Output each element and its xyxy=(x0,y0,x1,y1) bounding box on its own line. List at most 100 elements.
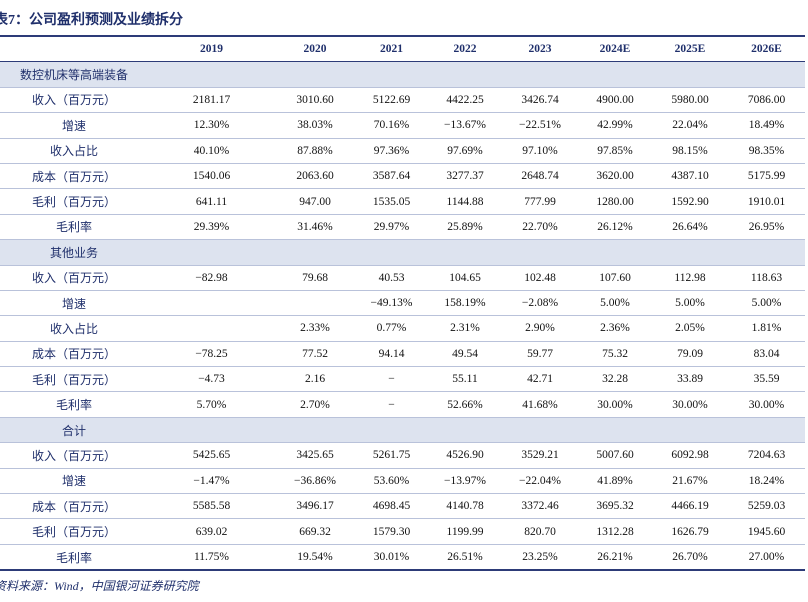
section-cell xyxy=(148,61,275,88)
data-row: 毛利（百万元） 639.02 669.32 1579.30 1199.99 820.70 1… xyxy=(0,518,805,545)
value-cell: −36.86% xyxy=(275,468,355,495)
value-cell: 30.00% xyxy=(728,391,805,418)
value-cell: 26.51% xyxy=(428,544,502,571)
section-cell xyxy=(728,61,805,88)
value-cell: 2.90% xyxy=(502,315,578,342)
section-cell xyxy=(728,239,805,266)
value-cell: 33.89 xyxy=(652,366,728,393)
section-cell xyxy=(275,61,355,88)
value-cell: 97.69% xyxy=(428,138,502,164)
value-cell: 53.60% xyxy=(355,468,428,495)
data-row: 收入占比 2.33% 0.77% 2.31% 2.90% 2.36% 2.05% 1.81% xyxy=(0,315,805,342)
value-cell: 30.01% xyxy=(355,544,428,571)
value-cell: 55.11 xyxy=(428,366,502,393)
row-label: 收入（百万元） xyxy=(0,87,148,114)
value-cell: 42.99% xyxy=(578,112,652,139)
value-cell: 4422.25 xyxy=(428,87,502,114)
row-label: 增速 xyxy=(0,112,148,139)
row-label: 毛利（百万元） xyxy=(0,518,148,545)
value-cell: 4900.00 xyxy=(578,87,652,114)
value-cell: 40.53 xyxy=(355,265,428,291)
data-row: 增速 −1.47% −36.86% 53.60% −13.97% −22.04% 41.89… xyxy=(0,468,805,495)
value-cell: 1945.60 xyxy=(728,518,805,545)
value-cell: 25.89% xyxy=(428,214,502,241)
value-cell: 98.35% xyxy=(728,138,805,164)
value-cell: 1626.79 xyxy=(652,518,728,545)
value-cell: 19.54% xyxy=(275,544,355,571)
value-cell: 5259.03 xyxy=(728,493,805,520)
data-row: 毛利率 11.75% 19.54% 30.01% 26.51% 23.25% 26.21% 2… xyxy=(0,544,805,571)
value-cell: 2181.17 xyxy=(148,87,275,114)
header-row: 2019 2020 2021 2022 2023 2024E 2025E 2026E xyxy=(0,36,805,63)
table-head: 2019 2020 2021 2022 2023 2024E 2025E 2026E xyxy=(0,36,805,63)
column-header: 2022 xyxy=(428,36,502,63)
value-cell: 2648.74 xyxy=(502,163,578,190)
data-row: 毛利率 5.70% 2.70% −52.66% 41.68% 30.00% 30.00% 30… xyxy=(0,391,805,418)
data-row: 增速 12.30% 38.03% 70.16% −13.67% −22.51% 42.99%… xyxy=(0,112,805,139)
value-cell: 4466.19 xyxy=(652,493,728,520)
forecast-table: 2019 2020 2021 2022 2023 2024E 2025E 2026E 数控机床… xyxy=(0,35,805,572)
value-cell: 102.48 xyxy=(502,265,578,291)
value-cell: 97.36% xyxy=(355,138,428,164)
value-cell: 38.03% xyxy=(275,112,355,139)
value-cell: 5122.69 xyxy=(355,87,428,114)
section-cell xyxy=(355,61,428,88)
section-cell xyxy=(355,239,428,266)
value-cell: 5007.60 xyxy=(578,442,652,469)
value-cell: − xyxy=(355,391,428,418)
value-cell: 26.12% xyxy=(578,214,652,241)
value-cell: − xyxy=(355,366,428,393)
value-cell: 12.30% xyxy=(148,112,275,139)
value-cell: 26.95% xyxy=(728,214,805,241)
value-cell: 2.31% xyxy=(428,315,502,342)
row-label: 增速 xyxy=(0,290,148,317)
row-label: 成本（百万元） xyxy=(0,493,148,520)
value-cell: 3529.21 xyxy=(502,442,578,469)
value-cell: 32.28 xyxy=(578,366,652,393)
value-cell: 112.98 xyxy=(652,265,728,291)
value-cell: 26.70% xyxy=(652,544,728,571)
value-cell: 6092.98 xyxy=(652,442,728,469)
value-cell: 23.25% xyxy=(502,544,578,571)
value-cell: 27.00% xyxy=(728,544,805,571)
row-label: 成本（百万元） xyxy=(0,163,148,190)
value-cell: 5.70% xyxy=(148,391,275,418)
value-cell: 118.63 xyxy=(728,265,805,291)
section-row: 数控机床等高端装备 xyxy=(0,61,805,88)
row-label: 收入占比 xyxy=(0,138,148,164)
value-cell: 87.88% xyxy=(275,138,355,164)
value-cell: 79.68 xyxy=(275,265,355,291)
value-cell: 59.77 xyxy=(502,341,578,368)
row-label: 毛利（百万元） xyxy=(0,366,148,393)
section-cell xyxy=(502,61,578,88)
section-label: 合计 xyxy=(0,417,148,444)
value-cell: 3372.46 xyxy=(502,493,578,520)
value-cell: 2.05% xyxy=(652,315,728,342)
value-cell: 3620.00 xyxy=(578,163,652,190)
value-cell: −82.98 xyxy=(148,265,275,291)
value-cell: 2.36% xyxy=(578,315,652,342)
section-cell xyxy=(355,417,428,444)
column-header: 2025E xyxy=(652,36,728,63)
value-cell: 4526.90 xyxy=(428,442,502,469)
value-cell: 94.14 xyxy=(355,341,428,368)
header-corner xyxy=(0,36,148,63)
value-cell: 97.10% xyxy=(502,138,578,164)
data-row: 毛利（百万元） −4.73 2.16−55.11 42.71 32.28 33.89 35.… xyxy=(0,366,805,393)
section-cell xyxy=(428,417,502,444)
data-row: 成本（百万元） −78.25 77.52 94.14 49.54 59.77 75.32 79… xyxy=(0,341,805,368)
value-cell: −2.08% xyxy=(502,290,578,317)
data-row: 增速 −49.13% 158.19% −2.08% 5.00% 5.00% 5.00% xyxy=(0,290,805,317)
row-label: 毛利率 xyxy=(0,214,148,241)
column-header: 2024E xyxy=(578,36,652,63)
value-cell: 1540.06 xyxy=(148,163,275,190)
value-cell: 3425.65 xyxy=(275,442,355,469)
value-cell: 22.70% xyxy=(502,214,578,241)
value-cell: 30.00% xyxy=(652,391,728,418)
data-row: 成本（百万元） 1540.06 2063.60 3587.64 3277.37 2648.… xyxy=(0,163,805,190)
value-cell: 29.97% xyxy=(355,214,428,241)
row-label: 增速 xyxy=(0,468,148,495)
value-cell: 83.04 xyxy=(728,341,805,368)
value-cell: 104.65 xyxy=(428,265,502,291)
value-cell: 2.70% xyxy=(275,391,355,418)
